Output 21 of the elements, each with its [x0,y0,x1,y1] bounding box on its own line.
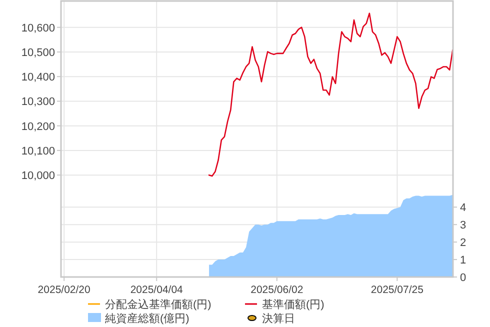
x-tick-label: 2025/04/04 [130,284,184,296]
y-tick-label: 10,300 [21,96,55,108]
x-tick-label: 2025/07/25 [370,284,424,296]
x-tick-label: 2025/06/02 [250,284,304,296]
line-series [208,12,454,177]
y2-tick-label: 4 [460,202,466,214]
y-tick-label: 10,100 [21,145,55,158]
y2-tick-label: 1 [460,254,466,267]
y2-tick-label: 0 [460,272,466,284]
legend-label: 純資産総額(億円) [105,312,190,325]
y2-tick-label: 3 [460,220,466,232]
y-tick-label: 10,200 [21,120,55,133]
legend-label: 決算日 [262,312,295,325]
y-tick-label: 10,000 [21,170,55,182]
y2-tick-label: 2 [460,237,466,250]
legend-label: 分配金込基準価額(円) [105,298,212,311]
y-tick-label: 10,500 [21,46,55,59]
y-tick-label: 10,400 [21,72,55,84]
x-tick-label: 2025/02/20 [38,284,91,296]
y-tick-label: 10,600 [21,22,55,34]
legend-label: 基準価額(円) [262,298,324,311]
